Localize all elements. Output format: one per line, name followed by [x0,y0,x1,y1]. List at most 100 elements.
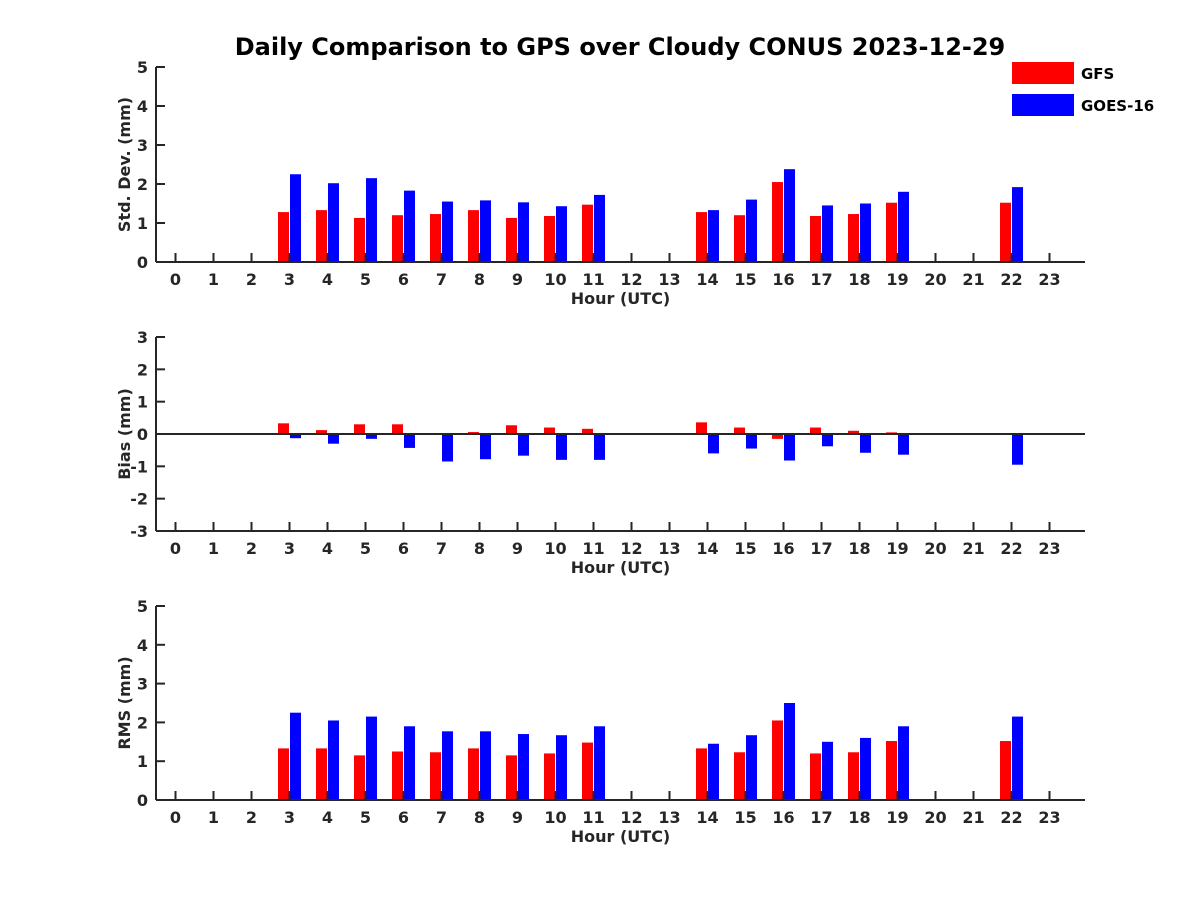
std-dev-bar-gfs-11 [582,204,593,262]
rms-bar-goes16-15 [746,735,757,800]
rms-x-tick-label: 11 [582,808,604,827]
bias-x-tick-label: 17 [810,539,832,558]
bias-x-tick-label: 11 [582,539,604,558]
rms-bar-goes16-3 [290,712,301,800]
std-dev-x-tick-label: 8 [474,270,485,289]
rms-x-tick-label: 6 [398,808,409,827]
bias-y-tick-label: 1 [137,393,148,412]
bias-bar-gfs-15 [734,427,745,434]
std-dev-bar-goes16-9 [518,202,529,262]
rms-x-tick-label: 1 [208,808,219,827]
bias-y-tick-label: 2 [137,360,148,379]
rms-x-tick-label: 16 [772,808,794,827]
std-dev-bar-goes16-22 [1012,187,1023,262]
bias-x-tick-label: 1 [208,539,219,558]
bias-x-tick-label: 14 [696,539,718,558]
bias-bar-gfs-17 [810,427,821,434]
std-dev-bar-goes16-11 [594,194,605,262]
rms-bar-gfs-9 [506,755,517,800]
std-dev-bar-gfs-9 [506,217,517,262]
std-dev-y-tick-label: 5 [137,58,148,77]
bias-bar-gfs-4 [316,430,327,434]
std-dev-x-tick-label: 16 [772,270,794,289]
std-dev-x-tick-label: 22 [1000,270,1022,289]
rms-x-tick-label: 20 [924,808,946,827]
std-dev-x-tick-label: 14 [696,270,718,289]
std-dev-x-tick-label: 5 [360,270,371,289]
bias-bar-goes16-18 [860,434,871,453]
rms-bar-gfs-10 [544,753,555,800]
rms-bar-goes16-8 [480,731,491,800]
bias-x-tick-label: 18 [848,539,870,558]
bias-bar-goes16-11 [594,434,605,460]
std-dev-bar-goes16-4 [328,183,339,262]
bias-bar-gfs-14 [696,422,707,434]
rms-bar-goes16-22 [1012,716,1023,800]
std-dev-x-tick-label: 18 [848,270,870,289]
std-dev-bar-gfs-15 [734,215,745,262]
bias-y-tick-label: -1 [130,457,148,476]
bias-bar-goes16-19 [898,434,909,455]
rms-x-tick-label: 3 [284,808,295,827]
rms-x-tick-label: 8 [474,808,485,827]
bias-y-tick-label: 0 [137,425,148,444]
rms-y-tick-label: 5 [137,597,148,616]
std-dev-y-tick-label: 3 [137,136,148,155]
bias-bar-gfs-16 [772,434,783,439]
rms-x-tick-label: 23 [1038,808,1060,827]
bias-y-tick-label: 3 [137,328,148,347]
rms-bar-gfs-11 [582,742,593,800]
bias-bar-gfs-10 [544,427,555,434]
rms-bar-gfs-15 [734,752,745,800]
bias-bar-gfs-9 [506,425,517,434]
bias-bar-goes16-22 [1012,434,1023,465]
rms-y-tick-label: 4 [137,636,148,655]
bias-x-tick-label: 21 [962,539,984,558]
std-dev-bar-gfs-8 [468,210,479,262]
bias-bar-gfs-6 [392,424,403,434]
std-dev-bar-goes16-14 [708,210,719,262]
bias-x-tick-label: 6 [398,539,409,558]
bias-x-tick-label: 5 [360,539,371,558]
std-dev-bar-goes16-17 [822,205,833,262]
rms-bar-gfs-4 [316,748,327,800]
std-dev-bar-gfs-5 [354,217,365,262]
rms-x-tick-label: 5 [360,808,371,827]
std-dev-x-tick-label: 19 [886,270,908,289]
bias-x-tick-label: 12 [620,539,642,558]
chart-title: Daily Comparison to GPS over Cloudy CONU… [235,33,1006,61]
rms-x-tick-label: 15 [734,808,756,827]
std-dev-bar-gfs-19 [886,202,897,262]
bias-x-tick-label: 0 [170,539,181,558]
bias-bar-goes16-6 [404,434,415,448]
std-dev-x-tick-label: 17 [810,270,832,289]
std-dev-x-tick-label: 9 [512,270,523,289]
bias-x-tick-label: 2 [246,539,257,558]
rms-bar-goes16-19 [898,726,909,800]
bias-x-tick-label: 3 [284,539,295,558]
legend: GFS GOES-16 [1012,62,1154,116]
bias-x-tick-label: 19 [886,539,908,558]
bias-x-tick-label: 20 [924,539,946,558]
rms-y-axis-label: RMS (mm) [115,656,134,749]
rms-x-tick-label: 17 [810,808,832,827]
bias-bar-goes16-5 [366,434,377,439]
bias-bar-goes16-4 [328,434,339,444]
std-dev-bar-goes16-10 [556,206,567,262]
rms-bar-gfs-7 [430,752,441,800]
bias-bar-gfs-11 [582,428,593,434]
legend-swatch-goes16 [1012,94,1074,116]
rms-bar-gfs-17 [810,753,821,800]
rms-x-tick-label: 18 [848,808,870,827]
rms-bar-goes16-11 [594,726,605,800]
std-dev-bar-gfs-14 [696,212,707,262]
rms-y-tick-label: 1 [137,752,148,771]
std-dev-x-tick-label: 23 [1038,270,1060,289]
std-dev-bar-goes16-7 [442,201,453,262]
std-dev-x-tick-label: 3 [284,270,295,289]
std-dev-bar-gfs-22 [1000,202,1011,262]
rms-bar-goes16-5 [366,716,377,800]
bias-bar-goes16-15 [746,434,757,449]
std-dev-bar-goes16-6 [404,190,415,262]
